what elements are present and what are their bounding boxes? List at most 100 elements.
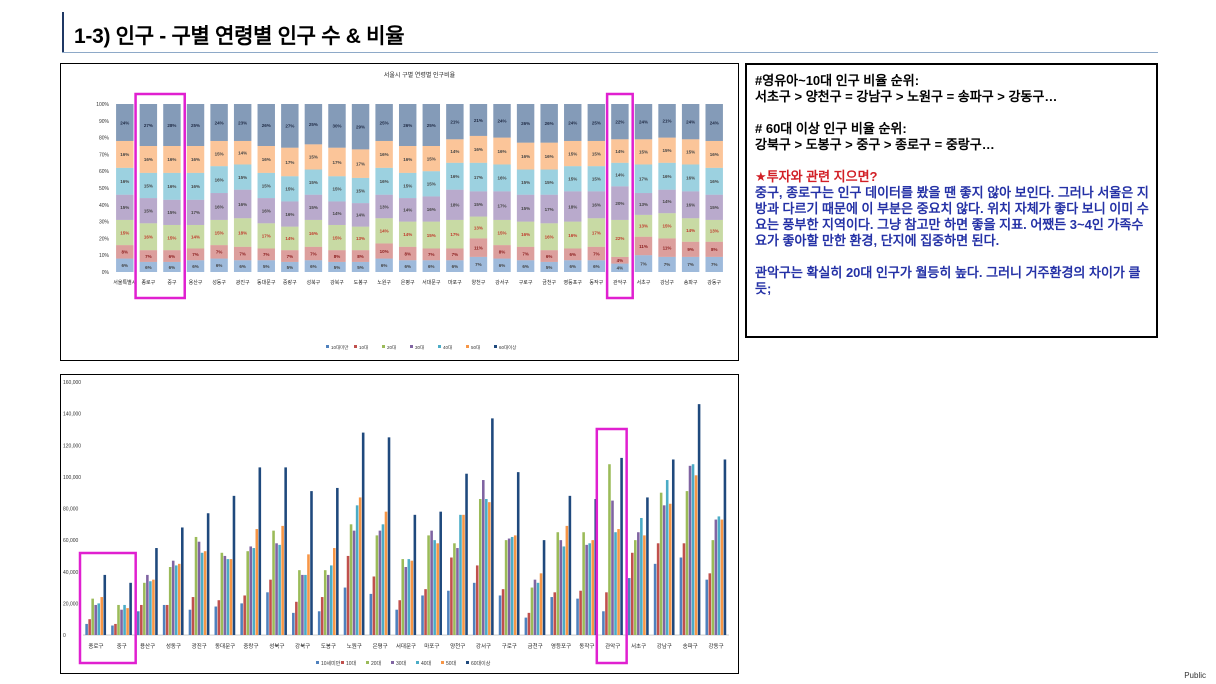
population-bar bbox=[140, 604, 143, 635]
population-bar bbox=[346, 555, 350, 635]
segment-label: 18% bbox=[238, 230, 247, 235]
stacked-segment bbox=[281, 147, 299, 177]
stacked-segment bbox=[233, 260, 252, 272]
stacked-segment bbox=[611, 104, 629, 140]
segment-label: 28% bbox=[167, 123, 176, 128]
stacked-segment bbox=[257, 248, 275, 261]
stacked-segment bbox=[681, 139, 700, 165]
population-bar bbox=[433, 540, 436, 635]
segment-label: 15% bbox=[568, 177, 577, 182]
legend-label: 10대미만 bbox=[331, 344, 348, 351]
segment-label: 16% bbox=[285, 212, 294, 217]
population-bar bbox=[510, 536, 514, 635]
segment-label: 11% bbox=[639, 244, 648, 249]
population-bar bbox=[232, 495, 236, 635]
population-bar bbox=[304, 574, 307, 635]
legend-swatch bbox=[416, 661, 419, 664]
population-bar bbox=[491, 418, 494, 635]
stacked-segment bbox=[634, 236, 653, 256]
y-tick-label: 20% bbox=[99, 236, 110, 242]
segment-label: 17% bbox=[262, 234, 271, 239]
stacked-segment bbox=[446, 104, 464, 140]
population-bar bbox=[585, 544, 588, 635]
population-bar bbox=[453, 543, 456, 635]
segment-label: 21% bbox=[450, 119, 459, 124]
population-bar bbox=[197, 541, 201, 635]
legend-label: 60대이상 bbox=[499, 344, 516, 351]
stacked-segment bbox=[422, 196, 441, 222]
segment-label: 17% bbox=[332, 160, 341, 165]
segment-label: 16% bbox=[403, 157, 412, 162]
legend-label: 20대 bbox=[387, 344, 396, 351]
population-bar bbox=[137, 611, 140, 635]
stacked-segment bbox=[398, 104, 417, 146]
x-tick-label: 강서구 bbox=[476, 642, 491, 650]
segment-label: 5% bbox=[357, 265, 364, 270]
segment-label: 6% bbox=[169, 265, 176, 270]
segment-label: 16% bbox=[144, 157, 153, 162]
segment-label: 7% bbox=[216, 250, 223, 255]
stacked-segment bbox=[634, 255, 653, 272]
stacked-segment bbox=[564, 191, 582, 222]
segment-label: 27% bbox=[285, 124, 294, 129]
population-bar bbox=[682, 543, 686, 635]
segment-label: 26% bbox=[545, 121, 554, 126]
stacked-segment bbox=[139, 172, 158, 199]
stacked-segment bbox=[587, 218, 606, 247]
x-tick-label: 중구 bbox=[167, 280, 177, 286]
stacked-segment bbox=[257, 198, 275, 224]
x-tick-label: 성동구 bbox=[212, 279, 226, 286]
stacked-segment bbox=[634, 104, 653, 140]
x-tick-label: 광진구 bbox=[236, 279, 250, 286]
stacked-segment bbox=[516, 169, 535, 195]
segment-label: 7% bbox=[593, 251, 600, 256]
population-bar bbox=[343, 587, 347, 635]
segment-label: 15% bbox=[167, 210, 176, 215]
segment-label: 8% bbox=[404, 251, 411, 256]
segment-label: 7% bbox=[687, 262, 694, 267]
stacked-segment bbox=[210, 219, 228, 246]
stacked-segment bbox=[658, 213, 676, 239]
population-bar bbox=[203, 551, 207, 635]
segment-label: 7% bbox=[192, 252, 199, 257]
stacked-segment bbox=[493, 219, 511, 246]
population-bar bbox=[320, 597, 324, 635]
legend-swatch bbox=[391, 661, 394, 664]
segment-label: 13% bbox=[380, 204, 389, 209]
segment-label: 26% bbox=[403, 123, 412, 128]
population-bar bbox=[149, 581, 152, 635]
segment-label: 13% bbox=[639, 202, 648, 207]
segment-label: 16% bbox=[191, 184, 200, 189]
legend-label: 10대 bbox=[359, 344, 368, 351]
population-bar bbox=[708, 573, 712, 635]
segment-label: 15% bbox=[427, 233, 436, 238]
segment-label: 16% bbox=[545, 235, 554, 240]
population-bar bbox=[424, 589, 427, 635]
stacked-segment bbox=[116, 219, 134, 246]
x-tick-label: 강동구 bbox=[707, 279, 721, 286]
population-bar bbox=[258, 467, 262, 635]
stacked-segment bbox=[163, 146, 181, 173]
population-bar bbox=[620, 457, 623, 635]
segment-label: 18% bbox=[568, 204, 577, 209]
segment-label: 15% bbox=[120, 230, 129, 235]
population-bar bbox=[410, 560, 414, 635]
stacked-segment bbox=[469, 135, 488, 163]
page-title: 1-3) 인구 - 구별 연령별 인구 수 & 비율 bbox=[74, 25, 405, 48]
stacked-segment bbox=[375, 104, 393, 141]
stacked-segment bbox=[281, 250, 299, 262]
y-tick-label: 90% bbox=[99, 119, 110, 125]
population-bar bbox=[168, 567, 172, 635]
population-bar bbox=[659, 492, 663, 635]
x-tick-label: 강남구 bbox=[660, 279, 674, 286]
population-bar bbox=[498, 595, 502, 635]
stacked-segment bbox=[469, 238, 488, 257]
segment-label: 16% bbox=[545, 154, 554, 159]
segment-label: 5% bbox=[263, 264, 270, 269]
segment-label: 6% bbox=[192, 264, 199, 269]
stacked-segment bbox=[564, 260, 582, 272]
segment-label: 4% bbox=[617, 258, 624, 263]
population-bar bbox=[472, 582, 476, 635]
segment-label: 14% bbox=[238, 151, 247, 156]
stacked-segment bbox=[233, 218, 252, 247]
